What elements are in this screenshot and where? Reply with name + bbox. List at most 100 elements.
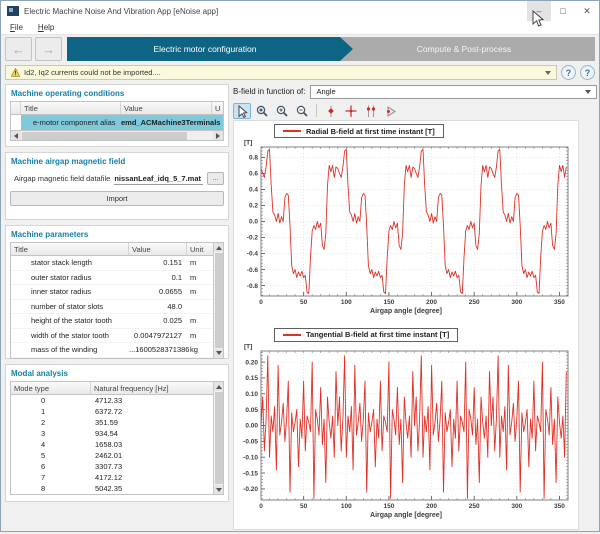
modal-analysis-table: Mode type Natural frequency [Hz] 04712.3… bbox=[10, 381, 224, 495]
datafile-field[interactable]: nissanLeaf_idq_5_7.mat bbox=[114, 173, 203, 185]
tangential-bfield-chart-block: Tangential B-field at first time instant… bbox=[234, 326, 578, 530]
close-button[interactable]: ✕ bbox=[575, 1, 599, 21]
modal-analysis-card: Modal analysis Mode type Natural frequen… bbox=[5, 364, 229, 502]
zoom-out-tool-button[interactable] bbox=[293, 103, 311, 119]
table-row[interactable]: number of stator slots48.0 bbox=[11, 300, 223, 315]
svg-text:0.20: 0.20 bbox=[245, 359, 258, 366]
legend[interactable]: Tangential B-field at first time instant… bbox=[274, 328, 458, 342]
svg-text:0.0: 0.0 bbox=[249, 219, 258, 226]
table-row[interactable]: stator stack length0.151m bbox=[11, 256, 223, 271]
horizontal-scrollbar[interactable] bbox=[11, 130, 223, 140]
legend[interactable]: Radial B-field at first time instant [T] bbox=[274, 124, 444, 138]
tangential-bfield-chart[interactable]: 050100150200250300350-0.20-0.15-0.10-0.0… bbox=[234, 342, 578, 514]
crosshair-tool-button[interactable] bbox=[342, 103, 360, 119]
svg-text:150: 150 bbox=[383, 299, 394, 306]
maximize-button[interactable]: □ bbox=[551, 1, 575, 21]
svg-text:350: 350 bbox=[554, 503, 565, 510]
legend-label: Tangential B-field at first time instant… bbox=[306, 330, 449, 339]
svg-text:0.15: 0.15 bbox=[245, 375, 258, 382]
warning-banner[interactable]: Id2, Iq2 currents could not be imported.… bbox=[5, 65, 557, 80]
table-row[interactable]: 74172.12 bbox=[11, 472, 223, 483]
scroll-right-icon[interactable] bbox=[213, 131, 223, 140]
svg-text:[T]: [T] bbox=[244, 343, 252, 350]
tab-compute-post-process[interactable]: Compute & Post-process bbox=[333, 37, 595, 61]
svg-text:0.05: 0.05 bbox=[245, 406, 258, 413]
column-value[interactable]: Value bbox=[129, 243, 187, 255]
scroll-down-icon[interactable] bbox=[214, 349, 223, 358]
vertical-scrollbar[interactable] bbox=[213, 382, 223, 494]
scroll-left-icon[interactable] bbox=[11, 131, 21, 140]
column-natural-frequency[interactable]: Natural frequency [Hz] bbox=[91, 382, 213, 394]
table-row[interactable]: 04712.33 bbox=[11, 395, 223, 406]
data-cursor-icon bbox=[324, 104, 338, 118]
svg-text:-0.6: -0.6 bbox=[247, 267, 259, 274]
svg-text:-0.10: -0.10 bbox=[243, 454, 258, 461]
column-value[interactable]: Value bbox=[121, 102, 212, 114]
cursor-play-tool-button[interactable] bbox=[382, 103, 400, 119]
column-unit[interactable]: Unit bbox=[187, 243, 213, 255]
tab-electric-motor-configuration[interactable]: Electric motor configuration bbox=[67, 37, 353, 61]
table-row[interactable]: 85042.35 bbox=[11, 483, 223, 494]
table-row[interactable]: 52462.01 bbox=[11, 450, 223, 461]
dropdown-value: Angle bbox=[316, 87, 335, 96]
scroll-up-icon[interactable] bbox=[214, 382, 223, 391]
menu-file[interactable]: File bbox=[10, 23, 23, 32]
table-row[interactable]: height of the stator tooth0.025m bbox=[11, 314, 223, 329]
table-row[interactable]: 16372.72 bbox=[11, 406, 223, 417]
scrollbar-thumb[interactable] bbox=[22, 132, 187, 140]
row-value: emd_ACMachine3Terminals bbox=[121, 115, 223, 130]
radial-bfield-chart[interactable]: 050100150200250300350-0.8-0.6-0.4-0.20.0… bbox=[234, 138, 578, 310]
scrollbar-thumb[interactable] bbox=[215, 253, 223, 348]
column-title[interactable]: Title bbox=[21, 102, 121, 114]
table-row[interactable]: 3934.54 bbox=[11, 428, 223, 439]
crosshair-icon bbox=[344, 104, 358, 118]
column-unit[interactable]: U bbox=[212, 102, 223, 114]
column-title[interactable]: Title bbox=[11, 243, 129, 255]
data-cursor-double-tool-button[interactable] bbox=[362, 103, 380, 119]
svg-text:250: 250 bbox=[469, 503, 480, 510]
svg-text:0: 0 bbox=[259, 503, 263, 510]
bfield-function-dropdown[interactable]: Angle bbox=[310, 85, 597, 99]
table-row[interactable]: width of the stator tooth0.0047972127m bbox=[11, 329, 223, 344]
browse-button[interactable]: ... bbox=[207, 172, 224, 185]
svg-text:-0.20: -0.20 bbox=[243, 486, 258, 493]
scroll-up-icon[interactable] bbox=[214, 243, 223, 252]
menu-bar: File Help bbox=[1, 21, 599, 35]
data-cursor-tool-button[interactable] bbox=[322, 103, 340, 119]
airgap-field-card: Machine airgap magnetic field Airgap mag… bbox=[5, 152, 229, 220]
data-cursor-double-icon bbox=[364, 104, 378, 118]
section-header: Machine parameters bbox=[11, 230, 224, 239]
svg-text:300: 300 bbox=[511, 503, 522, 510]
table-row[interactable]: mass of the winding...1600528371386kg bbox=[11, 343, 223, 358]
back-button[interactable]: ← bbox=[5, 37, 32, 61]
scrollbar-thumb[interactable] bbox=[215, 392, 223, 484]
table-row[interactable]: 41658.03 bbox=[11, 439, 223, 450]
scroll-down-icon[interactable] bbox=[214, 485, 223, 494]
help-button[interactable]: ? bbox=[561, 65, 576, 80]
menu-help[interactable]: Help bbox=[38, 23, 54, 32]
import-button[interactable]: Import bbox=[10, 191, 224, 206]
window-title: Electric Machine Noise And Vibration App… bbox=[24, 7, 218, 16]
navigation-row: ← → Compute & Post-process Electric moto… bbox=[1, 35, 599, 63]
table-row[interactable]: e-motor component alias emd_ACMachine3Te… bbox=[11, 115, 223, 130]
vertical-scrollbar[interactable] bbox=[213, 243, 223, 358]
svg-text:[T]: [T] bbox=[244, 140, 252, 147]
doc-help-button[interactable]: ? bbox=[580, 65, 595, 80]
table-row[interactable]: outer stator radius0.1m bbox=[11, 271, 223, 286]
table-row[interactable]: 63307.73 bbox=[11, 461, 223, 472]
table-row[interactable]: inner stator radius0.0655m bbox=[11, 285, 223, 300]
pointer-tool-button[interactable] bbox=[233, 103, 251, 119]
chevron-down-icon[interactable] bbox=[545, 71, 551, 75]
column-mode-type[interactable]: Mode type bbox=[11, 382, 91, 394]
zoom-region-tool-button[interactable] bbox=[253, 103, 271, 119]
svg-text:200: 200 bbox=[426, 299, 437, 306]
forward-button[interactable]: → bbox=[35, 37, 62, 61]
table-row[interactable]: 2351.59 bbox=[11, 417, 223, 428]
alert-row: Id2, Iq2 currents could not be imported.… bbox=[1, 64, 599, 81]
chevron-down-icon bbox=[585, 90, 591, 94]
svg-text:-0.8: -0.8 bbox=[247, 283, 259, 290]
right-panel: B-field in function of: Angle Radial B-f… bbox=[233, 84, 597, 530]
section-header: Modal analysis bbox=[11, 369, 224, 378]
svg-text:300: 300 bbox=[511, 299, 522, 306]
zoom-in-tool-button[interactable] bbox=[273, 103, 291, 119]
